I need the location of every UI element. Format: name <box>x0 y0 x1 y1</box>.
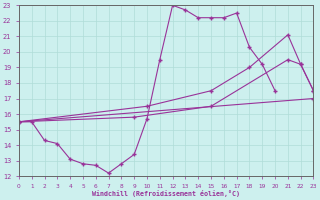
X-axis label: Windchill (Refroidissement éolien,°C): Windchill (Refroidissement éolien,°C) <box>92 190 240 197</box>
